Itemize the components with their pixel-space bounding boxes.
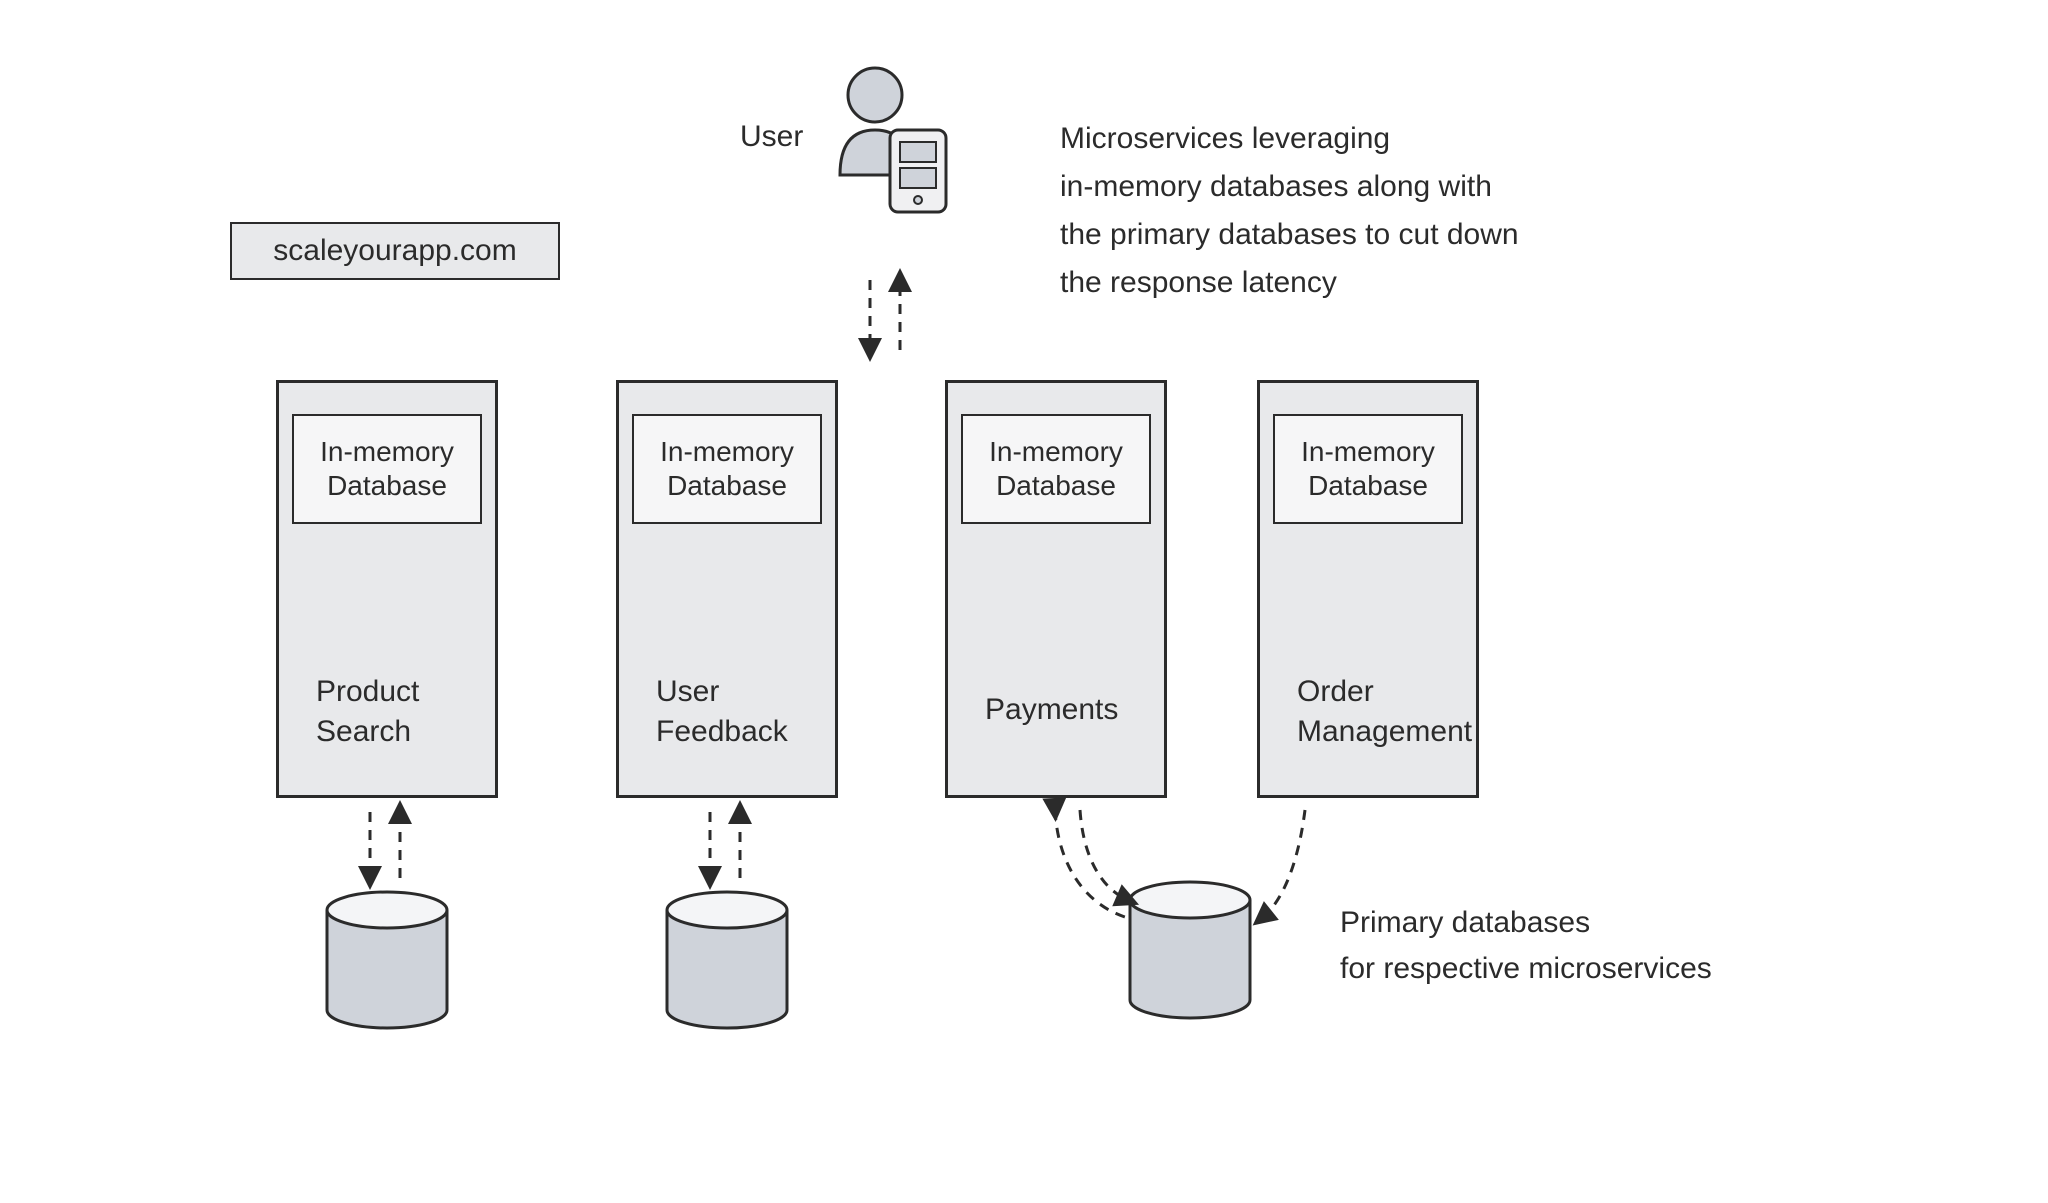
user-label: User — [740, 120, 803, 154]
inmem-label: In-memory Database — [294, 435, 480, 503]
user-arrow — [870, 280, 900, 350]
db-icon-user-feedback — [667, 892, 787, 1028]
arrow-payments-db — [1055, 810, 1128, 918]
service-label-product-search: Product Search — [316, 672, 419, 752]
arrow-product-search-db — [370, 812, 400, 878]
db-icon-product-search — [327, 892, 447, 1028]
inmem-label: In-memory Database — [634, 435, 820, 503]
arrow-order-db — [1262, 810, 1305, 918]
service-label-order-management: Order Management — [1297, 672, 1472, 752]
inmem-box-payments: In-memory Database — [961, 414, 1151, 524]
service-label-payments: Payments — [985, 690, 1118, 730]
inmem-label: In-memory Database — [963, 435, 1149, 503]
site-label: scaleyourapp.com — [273, 234, 516, 268]
arrow-user-feedback-db — [710, 812, 740, 878]
service-label-user-feedback: User Feedback — [656, 672, 788, 752]
diagram-stage: scaleyourapp.com User Microservices leve… — [0, 0, 2048, 1203]
inmem-box-product-search: In-memory Database — [292, 414, 482, 524]
db-icon-shared — [1130, 882, 1250, 1018]
site-label-box: scaleyourapp.com — [230, 222, 560, 280]
inmem-box-order-management: In-memory Database — [1273, 414, 1463, 524]
primary-db-label: Primary databases for respective microse… — [1340, 900, 1860, 992]
inmem-label: In-memory Database — [1275, 435, 1461, 503]
description-text: Microservices leveraging in-memory datab… — [1060, 115, 1620, 307]
user-icon — [840, 68, 946, 212]
inmem-box-user-feedback: In-memory Database — [632, 414, 822, 524]
